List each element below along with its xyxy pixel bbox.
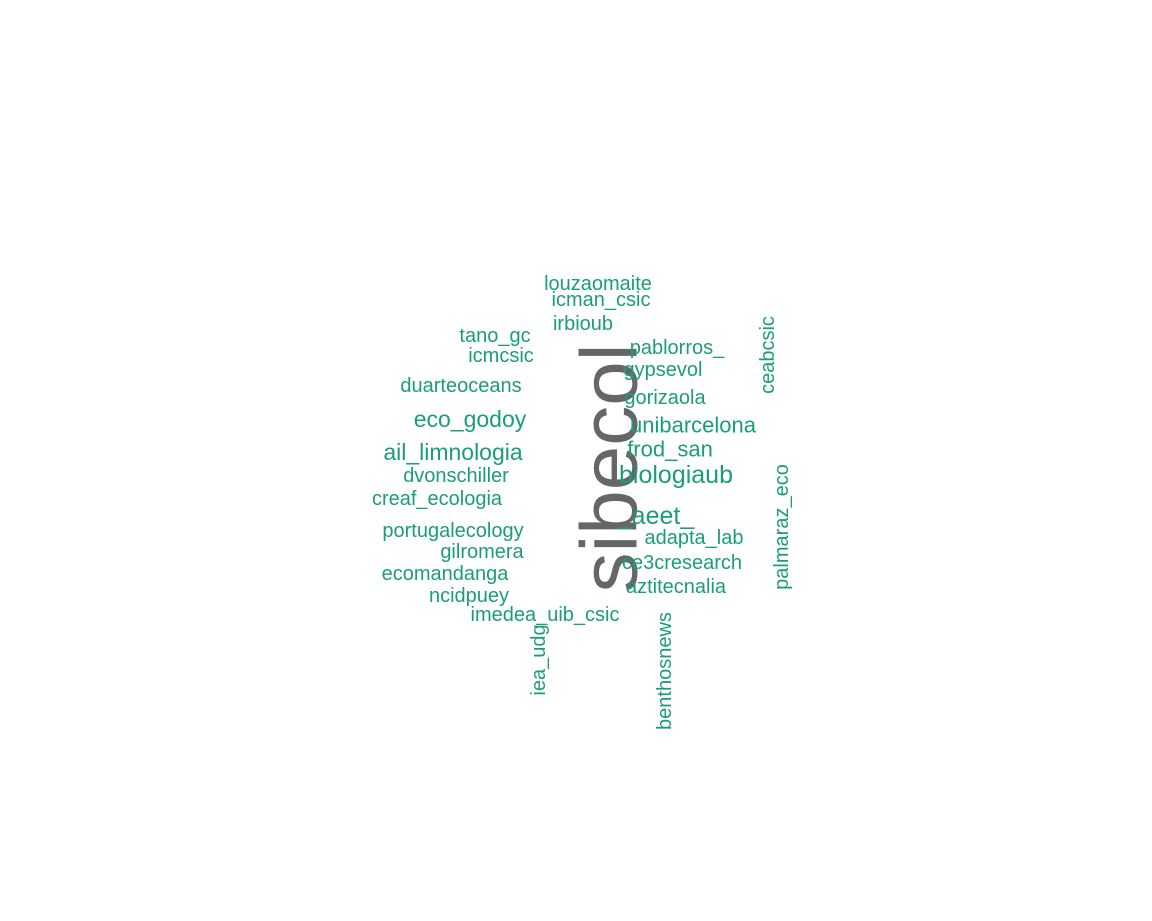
word-creaf-ecologia: creaf_ecologia [372, 488, 503, 510]
word-palmaraz-eco: palmaraz_eco [771, 464, 793, 590]
word-portugalecology: portugalecology [382, 520, 523, 542]
word-ce3cresearch: ce3cresearch [622, 552, 742, 574]
word-frod-san: frod_san [627, 437, 713, 462]
word-adapta-lab: adapta_lab [645, 527, 744, 549]
word-icman-csic: icman_csic [552, 289, 651, 311]
word-unibarcelona: unibarcelona [630, 413, 757, 438]
word-dvonschiller: dvonschiller [403, 465, 509, 487]
word-imedea-uib-csic: imedea_uib_csic [471, 604, 620, 626]
word-ceabcsic: ceabcsic [757, 316, 779, 394]
word-tano-gc: tano_gc [459, 325, 530, 347]
word-aeet: _aeet_ [617, 502, 696, 530]
word-louzaomaite: louzaomaite [544, 273, 652, 295]
word-biologiaub: biologiaub [619, 461, 733, 489]
word-duarteoceans: duarteoceans [400, 375, 521, 397]
word-ecomandanga: ecomandanga [382, 563, 510, 585]
word-ncidpuey: ncidpuey [429, 585, 509, 607]
word-aztitecnalia: aztitecnalia [626, 576, 727, 598]
word-gorizaola: gorizaola [624, 387, 706, 409]
word-benthosnews: benthosnews [654, 612, 676, 730]
word-pablorros: pablorros_ [630, 337, 725, 359]
word-gypsevol: gypsevol [624, 359, 703, 381]
word-sibecol: sibecol [565, 343, 654, 592]
word-gilromera: gilromera [440, 541, 524, 563]
word-iea-udg: iea_udg [528, 624, 550, 695]
word-icmcsic: icmcsic [468, 345, 534, 367]
word-ail-limnologia: ail_limnologia [383, 439, 523, 465]
word-irbioub: irbioub [553, 313, 613, 335]
word-eco-godoy: eco_godoy [414, 406, 527, 432]
